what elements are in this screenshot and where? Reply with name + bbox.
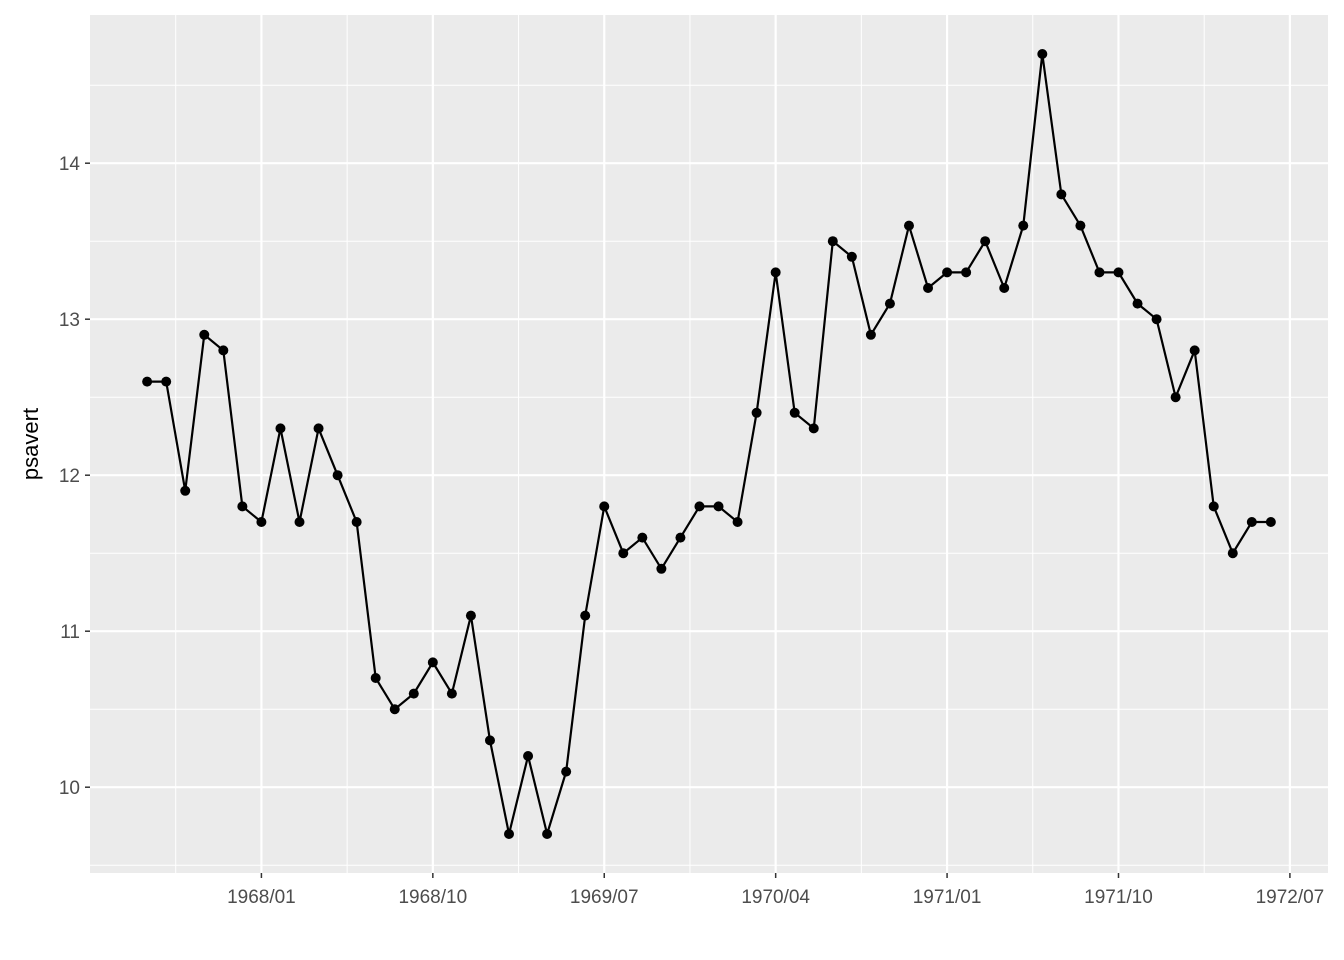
data-point bbox=[675, 532, 686, 543]
data-point bbox=[770, 267, 781, 278]
data-point bbox=[161, 376, 172, 387]
data-point bbox=[827, 236, 838, 247]
data-point bbox=[389, 704, 400, 715]
data-point bbox=[370, 673, 381, 683]
data-point bbox=[1246, 517, 1257, 527]
data-point bbox=[618, 548, 629, 559]
data-point bbox=[1170, 392, 1181, 403]
data-point bbox=[580, 610, 591, 621]
data-point bbox=[1132, 298, 1143, 309]
data-point bbox=[408, 688, 419, 699]
data-point bbox=[808, 423, 819, 434]
data-point bbox=[713, 501, 724, 512]
data-point bbox=[561, 766, 572, 777]
data-point bbox=[237, 501, 248, 512]
data-point bbox=[923, 283, 934, 293]
data-point bbox=[961, 267, 972, 278]
data-point bbox=[1113, 267, 1124, 278]
data-point bbox=[1151, 314, 1162, 325]
data-point bbox=[980, 236, 991, 247]
data-point bbox=[903, 220, 914, 231]
data-point bbox=[427, 657, 438, 668]
x-tick-label: 1968/01 bbox=[227, 887, 296, 908]
data-point bbox=[999, 283, 1010, 293]
y-tick-label: 13 bbox=[59, 310, 80, 331]
data-point bbox=[656, 563, 667, 574]
data-point bbox=[1056, 189, 1067, 200]
data-point bbox=[523, 751, 534, 761]
data-point bbox=[351, 517, 362, 527]
data-point bbox=[332, 470, 343, 481]
panel bbox=[90, 15, 1328, 873]
data-point bbox=[599, 501, 610, 512]
data-point bbox=[1189, 345, 1200, 356]
x-tick-label: 1972/07 bbox=[1256, 887, 1325, 908]
data-point bbox=[732, 517, 743, 527]
data-point bbox=[313, 423, 324, 434]
data-point bbox=[884, 298, 895, 309]
y-tick-label: 14 bbox=[59, 154, 81, 175]
x-tick-label: 1970/04 bbox=[741, 887, 810, 908]
series-line bbox=[147, 53, 1271, 839]
x-tick-label: 1969/07 bbox=[570, 887, 639, 908]
data-point bbox=[1037, 49, 1048, 59]
data-point bbox=[1018, 220, 1029, 231]
data-point bbox=[294, 517, 305, 527]
x-tick-label: 1971/10 bbox=[1084, 887, 1153, 908]
data-point bbox=[142, 376, 153, 387]
data-point bbox=[789, 407, 800, 418]
x-tick-label: 1971/01 bbox=[913, 887, 982, 908]
data-point bbox=[199, 329, 210, 340]
data-point bbox=[275, 423, 286, 434]
data-point bbox=[256, 517, 267, 527]
data-point bbox=[1094, 267, 1105, 278]
data-point bbox=[484, 735, 495, 746]
data-point bbox=[465, 610, 476, 621]
data-point bbox=[865, 329, 876, 340]
data-point bbox=[637, 532, 648, 543]
data-point bbox=[751, 407, 762, 418]
y-axis-title: psavert bbox=[18, 408, 43, 480]
y-tick-label: 11 bbox=[60, 622, 80, 643]
data-point bbox=[218, 345, 229, 356]
data-point bbox=[1227, 548, 1238, 559]
data-point bbox=[1208, 501, 1219, 512]
y-tick-label: 12 bbox=[59, 466, 80, 487]
data-point bbox=[446, 688, 457, 699]
data-point bbox=[180, 485, 191, 496]
data-point bbox=[694, 501, 705, 512]
data-point bbox=[542, 829, 553, 839]
x-tick-label: 1968/10 bbox=[398, 887, 467, 908]
y-tick-label: 10 bbox=[59, 778, 80, 799]
data-point bbox=[1075, 220, 1086, 231]
data-point bbox=[504, 829, 515, 839]
data-point bbox=[942, 267, 953, 278]
data-point bbox=[846, 251, 857, 262]
data-point bbox=[1265, 517, 1276, 527]
